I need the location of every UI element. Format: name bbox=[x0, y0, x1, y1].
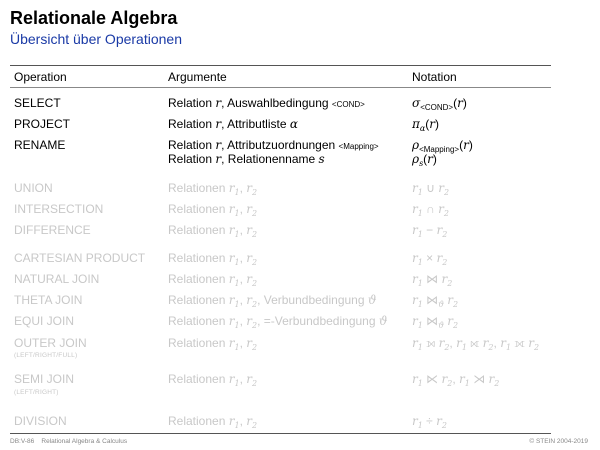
operation-arguments: Relationen r1, r2 bbox=[168, 223, 258, 239]
operation-arguments: Relationen r1, r2 bbox=[168, 251, 258, 267]
operation-arguments: Relation r, Relationenname s bbox=[168, 152, 325, 166]
column-header-operation: Operation bbox=[14, 70, 67, 84]
operation-notation: r1 ∩ r2 bbox=[412, 202, 449, 218]
column-header-arguments: Argumente bbox=[168, 70, 227, 84]
operation-arguments: Relation r, Attributliste α bbox=[168, 117, 298, 131]
operation-name: RENAME bbox=[14, 138, 66, 152]
operation-arguments: Relationen r1, r2 bbox=[168, 414, 258, 430]
operation-name: EQUI JOIN bbox=[14, 314, 75, 328]
operation-arguments: Relationen r1, r2 bbox=[168, 181, 258, 197]
operation-name: THETA JOIN bbox=[14, 293, 83, 307]
footer-right: © STEIN 2004-2019 bbox=[529, 438, 588, 445]
page-title: Relationale Algebra bbox=[10, 8, 178, 28]
operation-notation: r1 ⋈ r2 bbox=[412, 272, 453, 288]
table-bottom-rule bbox=[10, 433, 551, 434]
operation-name: NATURAL JOIN bbox=[14, 272, 100, 286]
operation-notation: r1 ⋉ r2, r1 ⋊ r2 bbox=[412, 372, 500, 388]
operation-arguments: Relationen r1, r2 bbox=[168, 202, 258, 218]
operation-name: SELECT bbox=[14, 96, 61, 110]
operation-notation: r1 ⋈ϑ r2 bbox=[412, 314, 459, 330]
table-header-rule bbox=[10, 87, 551, 88]
operation-arguments: Relationen r1, r2, =-Verbundbedingung ϑ bbox=[168, 314, 388, 330]
operation-notation: r1 − r2 bbox=[412, 223, 448, 239]
operation-arguments: Relation r, Attributzuordnungen <Mapping… bbox=[168, 138, 379, 152]
table-top-rule bbox=[10, 65, 551, 66]
operation-name: SEMI JOIN bbox=[14, 372, 75, 386]
operation-arguments: Relationen r1, r2 bbox=[168, 372, 258, 388]
operation-arguments: Relationen r1, r2, Verbundbedingung ϑ bbox=[168, 293, 377, 309]
footer-left: DB:V-86 Relational Algebra & Calculus bbox=[10, 438, 128, 445]
column-header-notation: Notation bbox=[412, 70, 457, 84]
operation-name: DIFFERENCE bbox=[14, 223, 91, 237]
operation-notation: r1 × r2 bbox=[412, 251, 448, 267]
operation-name: DIVISION bbox=[14, 414, 67, 428]
operation-arguments: Relationen r1, r2 bbox=[168, 272, 258, 288]
operation-note: (LEFT/RIGHT) bbox=[14, 389, 59, 396]
operation-notation: r1 ⟕ r2, r1 ⟖ r2, r1 ⟗ r2 bbox=[412, 336, 540, 352]
operation-notation: πα(r) bbox=[412, 117, 440, 133]
operation-note: (LEFT/RIGHT/FULL) bbox=[14, 352, 78, 359]
operation-name: PROJECT bbox=[14, 117, 71, 131]
operation-notation: σ<COND>(r) bbox=[412, 96, 467, 112]
operation-notation: ρs(r) bbox=[412, 152, 437, 168]
operation-notation: r1 ⋈ϑ r2 bbox=[412, 293, 459, 309]
operation-name: UNION bbox=[14, 181, 53, 195]
page-subtitle: Übersicht über Operationen bbox=[10, 31, 182, 47]
operation-name: INTERSECTION bbox=[14, 202, 104, 216]
operation-name: OUTER JOIN bbox=[14, 336, 87, 350]
operation-name: CARTESIAN PRODUCT bbox=[14, 251, 146, 265]
operation-notation: r1 ∪ r2 bbox=[412, 181, 450, 197]
operation-arguments: Relationen r1, r2 bbox=[168, 336, 258, 352]
operation-notation: ρ<Mapping>(r) bbox=[412, 138, 473, 154]
operation-notation: r1 ÷ r2 bbox=[412, 414, 447, 430]
operation-arguments: Relation r, Auswahlbedingung <COND> bbox=[168, 96, 365, 110]
